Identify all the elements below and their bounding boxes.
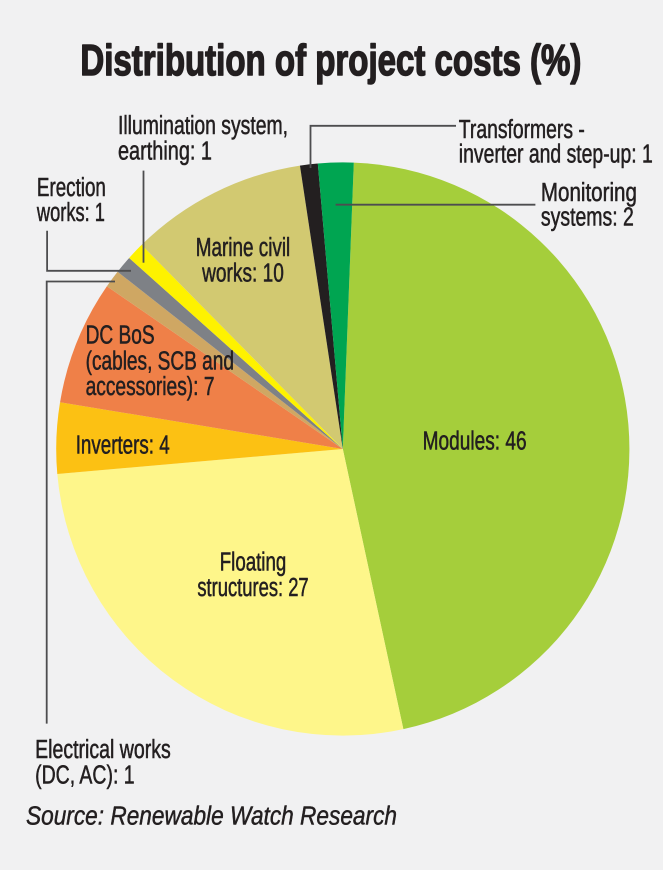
svg-text:(DC, AC): 1: (DC, AC): 1 <box>35 762 135 790</box>
svg-text:Erection: Erection <box>37 174 106 202</box>
svg-text:Marine civil: Marine civil <box>196 234 291 262</box>
svg-text:Electrical works: Electrical works <box>35 736 171 764</box>
svg-text:Illumination system,: Illumination system, <box>118 112 288 140</box>
svg-text:Floating: Floating <box>220 548 287 576</box>
svg-text:Monitoring: Monitoring <box>541 179 637 207</box>
svg-text:structures: 27: structures: 27 <box>197 574 308 602</box>
svg-text:works: 1: works: 1 <box>36 199 105 227</box>
svg-text:systems: 2: systems: 2 <box>541 203 634 231</box>
svg-text:(cables, SCB and: (cables, SCB and <box>86 348 234 376</box>
svg-text:Modules: 46: Modules: 46 <box>423 427 527 455</box>
svg-text:inverter and step-up: 1: inverter and step-up: 1 <box>459 141 653 169</box>
svg-text:works: 10: works: 10 <box>201 260 283 288</box>
svg-text:Distribution of project costs: Distribution of project costs (%) <box>80 37 581 85</box>
svg-text:earthing: 1: earthing: 1 <box>118 137 212 165</box>
svg-text:Source: Renewable Watch Resear: Source: Renewable Watch Research <box>26 801 397 831</box>
svg-text:Inverters: 4: Inverters: 4 <box>76 431 170 459</box>
svg-text:accessories): 7: accessories): 7 <box>86 373 215 401</box>
svg-text:Transformers -: Transformers - <box>459 116 585 144</box>
svg-text:DC BoS: DC BoS <box>86 322 155 350</box>
